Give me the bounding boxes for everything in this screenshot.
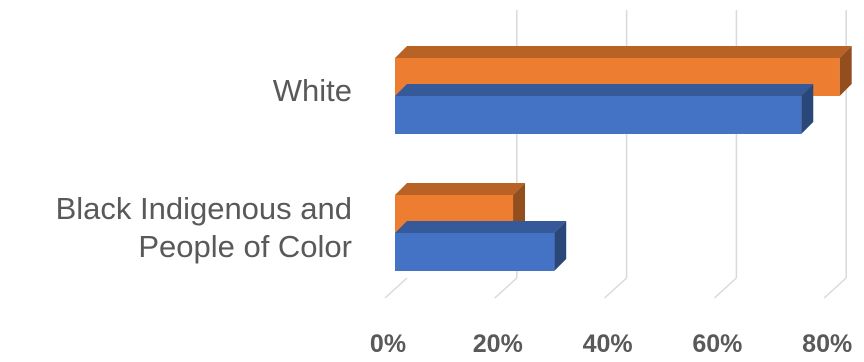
category-labels: Black Indigenous and People of Color White bbox=[56, 73, 352, 264]
x-tick-label-1: 20% bbox=[473, 330, 523, 358]
x-tick-label-0: 0% bbox=[370, 330, 406, 358]
bar-blue-1 bbox=[395, 84, 814, 134]
floor-gridline-4 bbox=[823, 277, 847, 299]
bar-top-face bbox=[395, 84, 814, 96]
floor-gridline-1 bbox=[494, 277, 518, 299]
floor-gridline-0 bbox=[384, 277, 408, 299]
category-label-line: People of Color bbox=[138, 229, 352, 264]
bar-top-face bbox=[395, 46, 852, 58]
category-label-1: White bbox=[273, 73, 352, 108]
category-label-0: Black Indigenous and People of Color bbox=[56, 191, 352, 264]
category-label-line: Black Indigenous and bbox=[56, 191, 352, 226]
bar-side-face bbox=[554, 221, 567, 271]
x-tick-label-4: 80% bbox=[802, 330, 852, 358]
x-tick-label-3: 60% bbox=[692, 330, 742, 358]
floor-gridline-3 bbox=[713, 277, 737, 299]
bars bbox=[395, 46, 852, 271]
bar-side-face bbox=[513, 183, 526, 233]
floor-gridline-2 bbox=[604, 277, 628, 299]
bar-front-face bbox=[395, 96, 802, 134]
bar-front-face bbox=[395, 233, 555, 271]
x-tick-label-2: 40% bbox=[583, 330, 633, 358]
x-axis-tick-labels: 0% 20% 40% 60% 80% bbox=[370, 330, 852, 358]
bar-top-face bbox=[395, 183, 526, 195]
bar-blue-0 bbox=[395, 221, 567, 271]
bar-side-face bbox=[839, 46, 852, 96]
category-label-line: White bbox=[273, 73, 352, 108]
bar-side-face bbox=[801, 84, 814, 134]
bar-top-face bbox=[395, 221, 567, 233]
